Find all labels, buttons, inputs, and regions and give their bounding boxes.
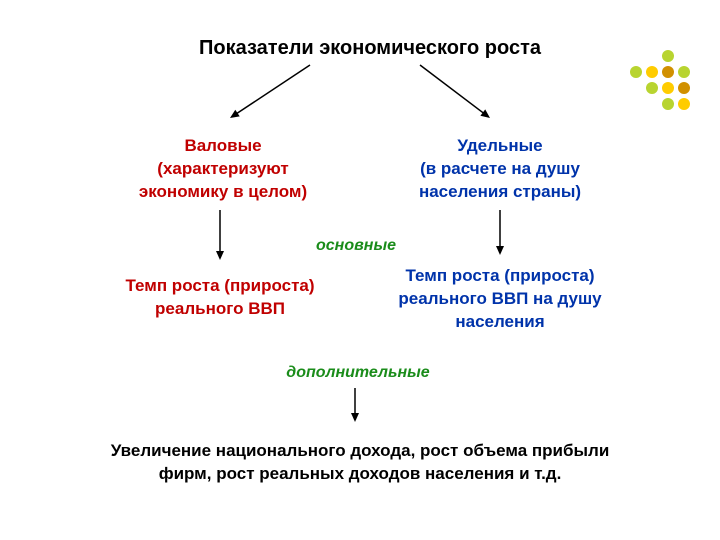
right-branch-header: Удельные(в расчете на душунаселения стра…	[390, 135, 610, 204]
bottom-text: Увеличение национального дохода, рост об…	[100, 440, 620, 486]
right-branch-detail: Темп роста (прироста)реального ВВП на ду…	[370, 265, 630, 334]
left-branch-detail: Темп роста (прироста)реального ВВП	[105, 275, 335, 321]
left-branch-header: Валовые(характеризуютэкономику в целом)	[118, 135, 328, 204]
decorative-dots	[630, 50, 690, 110]
diagram-title: Показатели экономического роста	[190, 35, 550, 62]
label-additional: дополнительные	[258, 362, 458, 384]
label-main: основные	[296, 235, 416, 257]
